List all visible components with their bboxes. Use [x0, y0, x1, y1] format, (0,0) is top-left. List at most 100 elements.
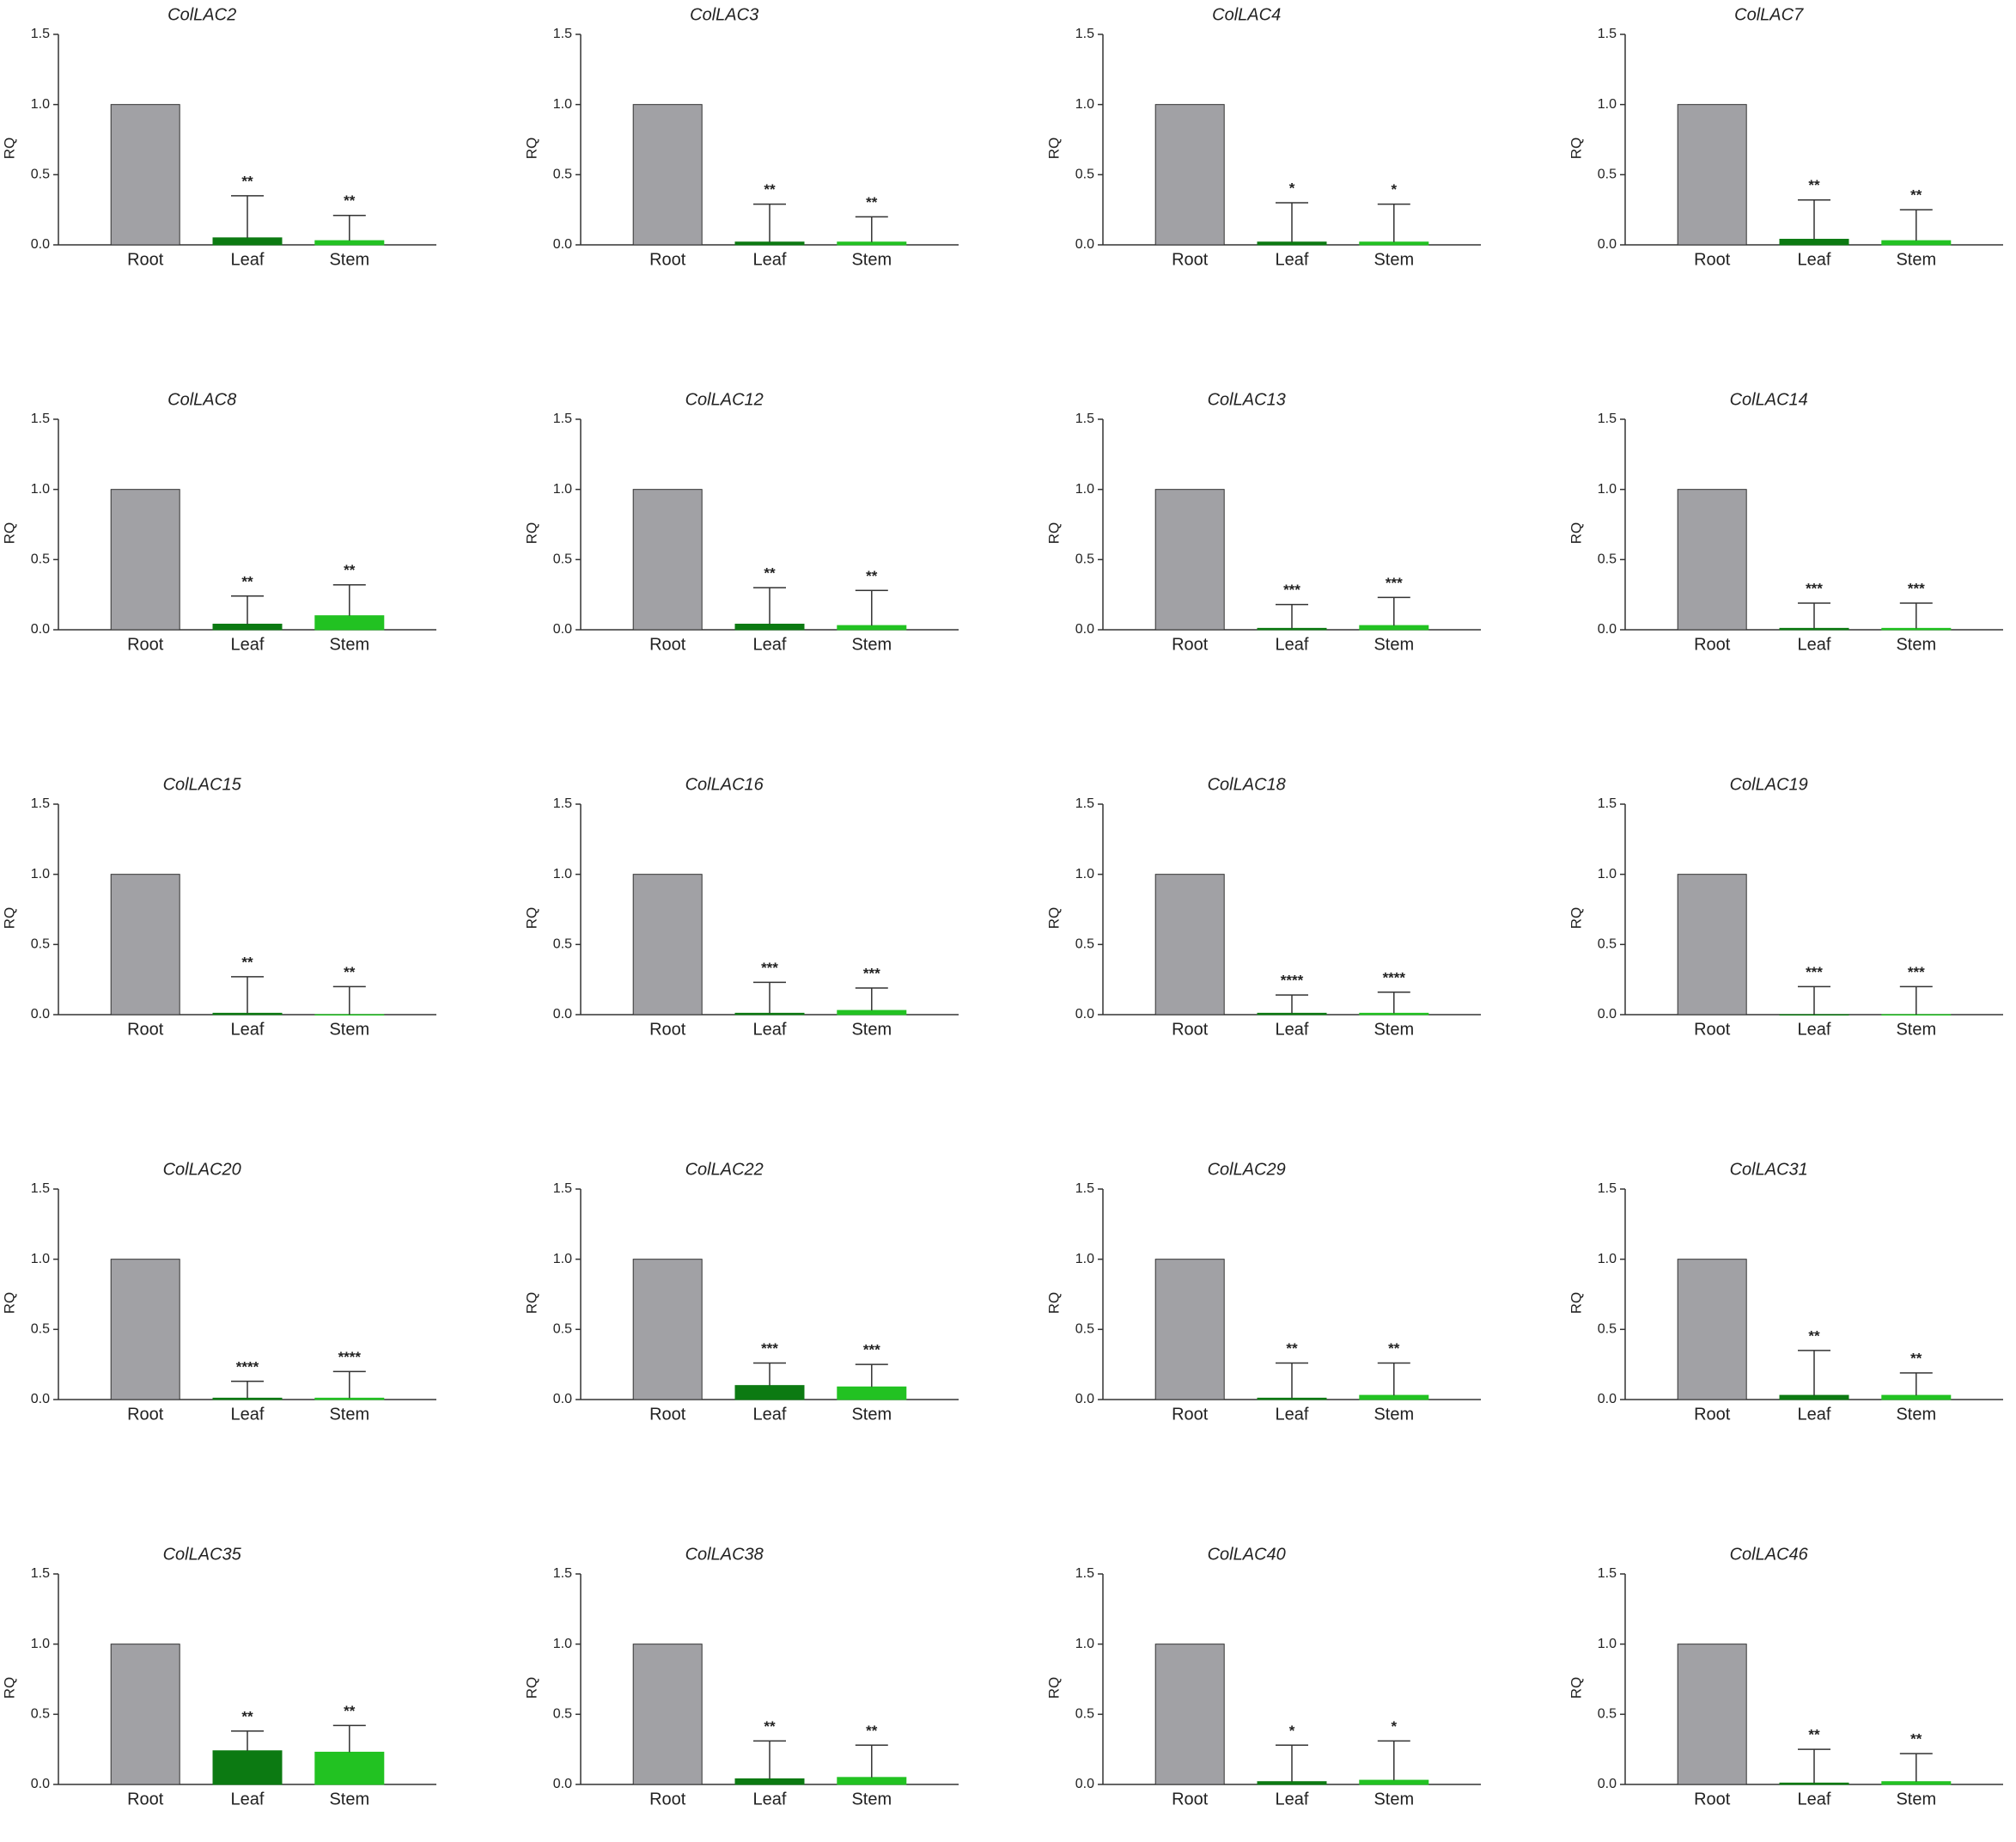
significance-label: ****: [1383, 969, 1406, 985]
y-axis-label: RQ: [1045, 137, 1062, 160]
x-tick-label: Root: [1172, 1790, 1209, 1808]
x-tick-label: Root: [127, 1405, 164, 1424]
bar: [837, 241, 907, 246]
bar: [1779, 238, 1849, 246]
x-tick-label: Root: [1172, 250, 1209, 269]
x-tick-label: Stem: [329, 1020, 369, 1039]
bar: [632, 874, 703, 1016]
y-axis-label: RQ: [523, 907, 539, 930]
significance-label: **: [1910, 187, 1922, 204]
bar: [1359, 1394, 1429, 1400]
bar: [1154, 1644, 1225, 1785]
x-tick-label: Leaf: [1798, 250, 1831, 269]
bar: [1779, 1014, 1849, 1016]
error-bar: [855, 216, 888, 242]
significance-label: ***: [1386, 575, 1403, 591]
chart-panel: ColLAC46 RQ 0.0 0.5 1.0 1.5 Root Leaf ** Stem **: [1568, 1545, 2003, 1808]
y-tick-label: 1.5: [1598, 1566, 1617, 1581]
y-tick-label: 0.0: [1598, 1777, 1617, 1791]
y-tick-label: 1.0: [31, 1637, 50, 1651]
x-tick-label: Leaf: [1276, 635, 1309, 654]
y-tick-label: 0.0: [1075, 1777, 1094, 1791]
significance-label: **: [344, 1703, 356, 1719]
error-bar: [1276, 1744, 1308, 1782]
y-tick-label: 1.5: [31, 412, 50, 426]
chart-panel: ColLAC14 RQ 0.0 0.5 1.0 1.5 Root Leaf *** Stem ***: [1568, 390, 2003, 654]
error-bar: [1276, 603, 1308, 629]
y-axis-label: RQ: [1045, 522, 1062, 545]
bar: [734, 1385, 805, 1400]
y-tick-label: 0.5: [1598, 552, 1617, 567]
chart-title: ColLAC12: [685, 390, 764, 409]
y-axis-label: RQ: [1045, 1677, 1062, 1699]
error-bar: [1798, 985, 1830, 1015]
y-tick-label: 1.0: [553, 1637, 572, 1651]
error-bar: [1798, 198, 1830, 240]
y-tick-label: 0.5: [1075, 1322, 1094, 1337]
bar: [734, 1012, 805, 1016]
x-tick-label: Stem: [1896, 1790, 1936, 1808]
bar: [1779, 627, 1849, 631]
x-tick-label: Stem: [329, 250, 369, 269]
chart-panel: ColLAC2 RQ 0.0 0.5 1.0 1.5 Root Leaf ** Stem **: [1, 5, 436, 269]
chart-title: ColLAC38: [685, 1545, 764, 1564]
chart-title: ColLAC22: [685, 1160, 764, 1179]
y-tick-label: 1.5: [1075, 27, 1094, 41]
error-bar: [753, 203, 786, 242]
significance-label: *: [1289, 1723, 1295, 1739]
y-tick-label: 0.0: [1075, 622, 1094, 637]
y-tick-label: 1.0: [31, 1252, 50, 1266]
chart-title: ColLAC3: [690, 5, 758, 24]
error-bar: [231, 595, 264, 625]
error-bar: [1899, 985, 1933, 1015]
bar: [314, 615, 385, 631]
significance-label: ***: [1908, 964, 1925, 980]
x-tick-label: Leaf: [1276, 1790, 1309, 1808]
significance-label: **: [1910, 1350, 1922, 1366]
bar: [314, 1014, 385, 1016]
x-tick-label: Stem: [1373, 635, 1414, 654]
x-tick-label: Leaf: [231, 1405, 265, 1424]
chart-title: ColLAC2: [167, 5, 236, 24]
error-bar: [332, 1370, 366, 1399]
x-tick-label: Root: [649, 1020, 686, 1039]
bar: [110, 1259, 180, 1400]
bar: [1677, 489, 1747, 631]
y-tick-label: 0.5: [31, 552, 50, 567]
significance-label: ***: [1806, 964, 1823, 980]
bar: [212, 623, 283, 631]
error-bar: [231, 976, 264, 1014]
chart-title: ColLAC16: [685, 775, 764, 794]
y-tick-label: 0.0: [1598, 622, 1617, 637]
bar: [632, 1644, 703, 1785]
y-tick-label: 1.0: [553, 97, 572, 112]
x-tick-label: Root: [1694, 1405, 1731, 1424]
x-tick-label: Root: [127, 635, 164, 654]
y-tick-label: 1.5: [553, 1566, 572, 1581]
y-tick-label: 1.0: [1598, 482, 1617, 497]
y-tick-label: 0.5: [553, 552, 572, 567]
significance-label: **: [1808, 1727, 1820, 1743]
chart-panel: ColLAC16 RQ 0.0 0.5 1.0 1.5 Root Leaf *** Stem ***: [523, 775, 959, 1039]
y-tick-label: 1.0: [1075, 97, 1094, 112]
y-tick-label: 0.0: [1075, 1392, 1094, 1406]
error-bar: [1899, 209, 1933, 241]
y-tick-label: 0.5: [1598, 937, 1617, 952]
y-axis-label: RQ: [1, 137, 17, 160]
bar: [212, 1397, 283, 1400]
x-tick-label: Root: [1172, 1020, 1209, 1039]
chart-title: ColLAC29: [1208, 1160, 1286, 1179]
x-tick-label: Stem: [1896, 1020, 1936, 1039]
error-bar: [332, 985, 366, 1015]
x-tick-label: Leaf: [753, 1790, 787, 1808]
chart-panel: ColLAC38 RQ 0.0 0.5 1.0 1.5 Root Leaf ** Stem **: [523, 1545, 959, 1808]
bar: [1881, 240, 1952, 246]
y-axis-label: RQ: [1568, 522, 1584, 545]
significance-label: ***: [1806, 580, 1823, 596]
error-bar: [1899, 602, 1933, 629]
y-tick-label: 1.0: [1075, 1252, 1094, 1266]
significance-label: **: [866, 1723, 878, 1739]
significance-label: *: [1391, 181, 1397, 198]
x-tick-label: Stem: [1896, 250, 1936, 269]
bar: [1881, 1014, 1952, 1016]
